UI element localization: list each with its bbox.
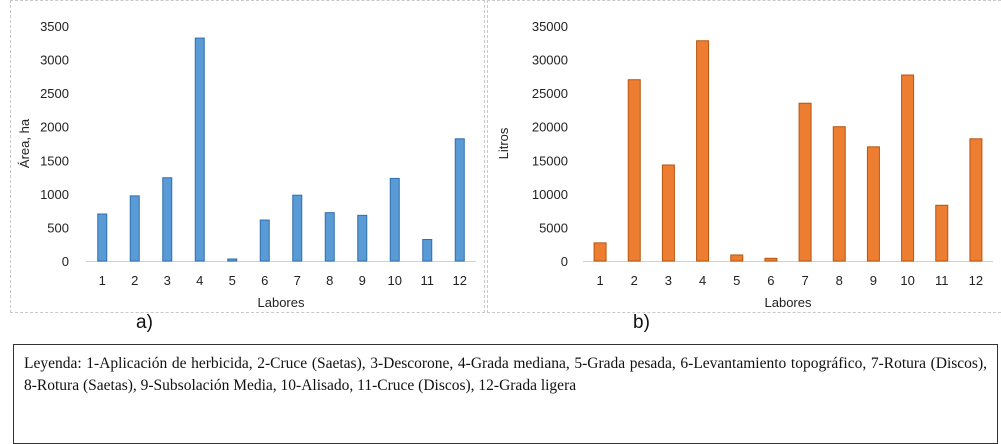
chart-b-bar bbox=[866, 146, 880, 262]
chart-b-y-tick-label: 10000 bbox=[532, 187, 568, 202]
chart-b-x-tick-label: 2 bbox=[631, 273, 638, 288]
chart-b-x-tick-label: 9 bbox=[870, 273, 877, 288]
chart-a-x-tick-label: 2 bbox=[131, 273, 138, 288]
chart-b-y-tick-label: 35000 bbox=[532, 19, 568, 34]
chart-a-bar bbox=[129, 195, 140, 262]
chart-b-bar bbox=[969, 138, 983, 262]
chart-a-y-tick-label: 2000 bbox=[40, 120, 69, 135]
chart-panel-a: 0 500 1000 1500 2000 2500 3000 3500 1 2 3 4 5 6 7 8 9 10 1… bbox=[10, 0, 485, 313]
chart-b-y-tick-label: 25000 bbox=[532, 86, 568, 101]
chart-a-bar bbox=[454, 138, 465, 262]
chart-a-x-tick-label: 12 bbox=[453, 273, 467, 288]
chart-a-x-tick-label: 11 bbox=[421, 273, 435, 288]
chart-b-bar bbox=[901, 74, 915, 262]
chart-a-y-tick-label: 3500 bbox=[40, 19, 69, 34]
chart-b-x-tick-label: 1 bbox=[596, 273, 603, 288]
chart-b-bar bbox=[730, 254, 744, 262]
chart-b-bar bbox=[696, 40, 710, 262]
chart-b-panel-label: b) bbox=[633, 312, 650, 333]
chart-a-x-tick-label: 4 bbox=[196, 273, 203, 288]
chart-a-x-tick-label: 6 bbox=[261, 273, 268, 288]
chart-b-y-tick-label: 5000 bbox=[539, 220, 568, 235]
chart-a-bar bbox=[292, 194, 303, 262]
chart-a-y-tick-label: 0 bbox=[62, 254, 69, 269]
chart-a-x-tick-label: 10 bbox=[388, 273, 402, 288]
chart-a-y-tick-label: 1500 bbox=[40, 153, 69, 168]
chart-b-bar bbox=[661, 164, 675, 262]
chart-b-y-axis-label: Litros bbox=[496, 127, 511, 159]
chart-b-y-tick-label: 15000 bbox=[532, 153, 568, 168]
chart-b-bar bbox=[832, 126, 846, 262]
chart-b-bar bbox=[627, 79, 641, 262]
chart-b-y-tick-label: 20000 bbox=[532, 120, 568, 135]
chart-b-x-tick-label: 11 bbox=[935, 273, 949, 288]
chart-b-x-tick-label: 6 bbox=[767, 273, 774, 288]
chart-a-y-tick-label: 500 bbox=[47, 220, 69, 235]
chart-a-bar bbox=[97, 213, 108, 262]
chart-a-bar bbox=[389, 177, 400, 262]
chart-b-y-tick-label: 30000 bbox=[532, 53, 568, 68]
chart-b-x-tick-label: 8 bbox=[836, 273, 843, 288]
chart-panel-b: 0 5000 10000 15000 20000 25000 30000 35000 1 2 3 4 5… bbox=[487, 0, 1001, 313]
chart-b-x-tick-label: 5 bbox=[733, 273, 740, 288]
chart-a-bar bbox=[162, 177, 173, 262]
chart-a-x-tick-label: 1 bbox=[99, 273, 106, 288]
chart-b-x-tick-label: 10 bbox=[900, 273, 914, 288]
legend-box: Leyenda: 1-Aplicación de herbicida, 2-Cr… bbox=[13, 344, 998, 444]
chart-a-x-tick-label: 8 bbox=[326, 273, 333, 288]
chart-a-y-tick-label: 3000 bbox=[40, 53, 69, 68]
chart-a-y-axis-label: Área, ha bbox=[17, 118, 32, 168]
chart-a-bar bbox=[422, 239, 433, 262]
legend-text: Leyenda: 1-Aplicación de herbicida, 2-Cr… bbox=[24, 355, 987, 394]
chart-a-bar bbox=[194, 37, 205, 262]
chart-b-bar bbox=[798, 102, 812, 262]
chart-a-bar bbox=[227, 258, 238, 262]
chart-a-x-axis-label: Labores bbox=[258, 295, 305, 310]
chart-a-x-tick-label: 9 bbox=[359, 273, 366, 288]
chart-a-x-tick-label: 5 bbox=[229, 273, 236, 288]
chart-a-y-tick-label: 2500 bbox=[40, 86, 69, 101]
chart-a-bar bbox=[324, 212, 335, 262]
chart-a-x-tick-label: 3 bbox=[164, 273, 171, 288]
chart-a-x-tick-label: 7 bbox=[294, 273, 301, 288]
chart-b-x-tick-label: 7 bbox=[801, 273, 808, 288]
chart-b-x-axis-label: Labores bbox=[765, 295, 812, 310]
chart-b-bar bbox=[935, 204, 949, 262]
chart-b-x-tick-label: 12 bbox=[969, 273, 983, 288]
chart-a-y-tick-label: 1000 bbox=[40, 187, 69, 202]
chart-b-x-tick-label: 3 bbox=[665, 273, 672, 288]
chart-b-bar bbox=[764, 257, 778, 262]
chart-a-panel-label: a) bbox=[136, 312, 153, 333]
chart-a-bar bbox=[357, 214, 368, 262]
chart-b-bar bbox=[593, 242, 607, 262]
chart-a-bar bbox=[259, 219, 270, 262]
chart-b-x-tick-label: 4 bbox=[699, 273, 706, 288]
chart-b-y-tick-label: 0 bbox=[561, 254, 568, 269]
